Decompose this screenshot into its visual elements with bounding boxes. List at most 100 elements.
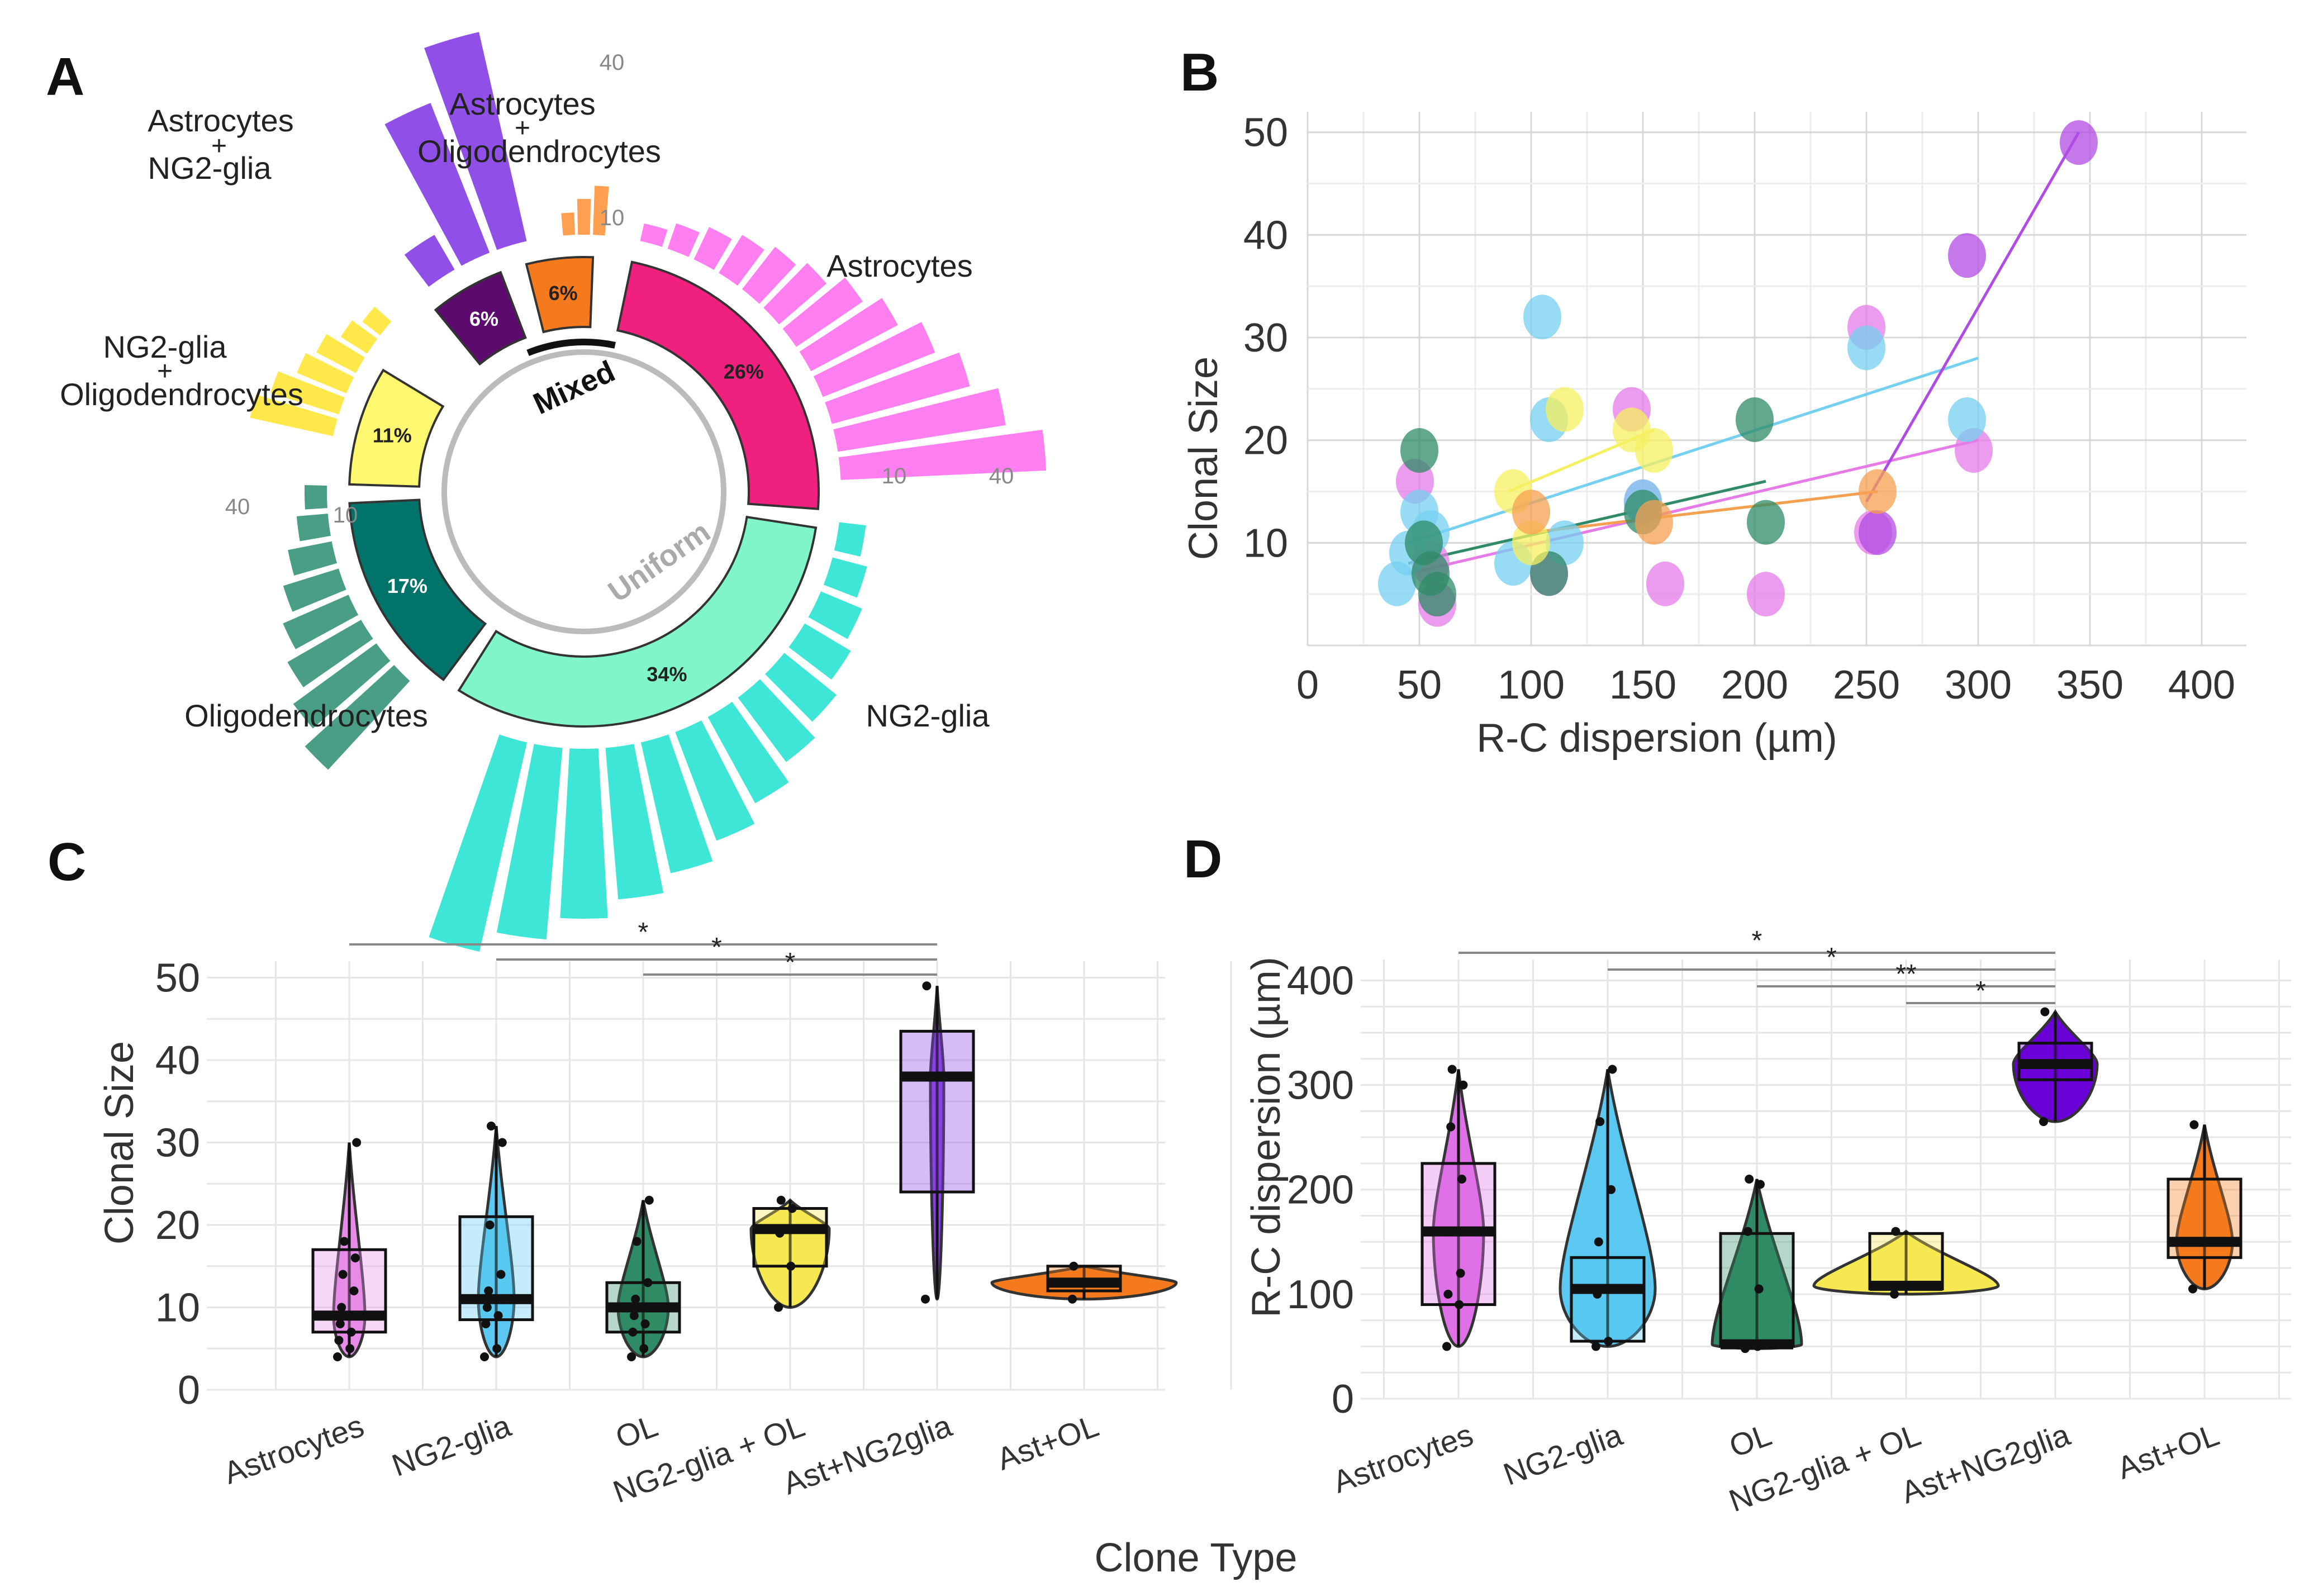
c-point <box>348 1311 357 1320</box>
c-xtick: Astrocytes <box>219 1408 368 1491</box>
a-bar <box>577 199 591 235</box>
a-bar <box>823 557 867 598</box>
a-label-line: + <box>211 131 227 161</box>
a-ring-segment <box>434 270 527 366</box>
c-point <box>640 1319 650 1328</box>
a-bar <box>305 485 327 510</box>
c-point <box>484 1286 493 1295</box>
a-scale-tick: 40 <box>989 464 1014 488</box>
d-point <box>1608 1065 1617 1074</box>
a-label-line: Oligodendrocytes <box>60 377 303 412</box>
d-point <box>2051 1060 2061 1069</box>
d-point <box>1902 1281 1912 1290</box>
c-sig-label: * <box>785 948 796 977</box>
b-xtick: 400 <box>2168 663 2235 707</box>
a-bar <box>283 595 359 649</box>
c-sig-label: * <box>711 933 722 962</box>
a-ring-pct: 17% <box>387 574 427 597</box>
b-xtick: 0 <box>1296 663 1319 707</box>
d-box <box>1868 1232 1944 1290</box>
c-point <box>481 1319 491 1328</box>
a-label-line: + <box>157 357 173 386</box>
c-xtick: OL <box>611 1408 662 1455</box>
c-point <box>487 1122 496 1130</box>
a-bar <box>640 223 668 247</box>
c-point <box>337 1303 346 1312</box>
b-point <box>1512 490 1550 535</box>
a-bar <box>825 352 970 424</box>
b-ytick: 20 <box>1243 419 1288 463</box>
b-point <box>1948 233 1986 278</box>
a-label-line: NG2-glia <box>148 150 272 186</box>
a-bar <box>296 514 331 542</box>
c-point <box>776 1195 786 1205</box>
a-bar <box>305 665 410 770</box>
a-ring-pct: 26% <box>724 360 764 383</box>
b-xlabel: R-C dispersion (µm) <box>1476 716 1837 761</box>
c-point <box>933 1072 943 1081</box>
b-point <box>1859 469 1897 514</box>
d-xtick: Ast+OL <box>2113 1417 2224 1486</box>
c-point <box>775 1228 785 1238</box>
c-point <box>497 1138 507 1147</box>
d-point <box>1754 1284 1764 1294</box>
d-sig-label: * <box>1752 926 1762 956</box>
d-sig-label: * <box>1826 943 1837 972</box>
a-mixed-arc <box>526 339 616 357</box>
d-point <box>1443 1289 1453 1299</box>
b-ylabel: Clonal Size <box>1181 357 1226 560</box>
panel-label-d: D <box>1184 829 1222 889</box>
a-label-line: Astrocytes <box>449 86 595 121</box>
b-xtick: 300 <box>1945 663 2012 707</box>
a-ring-pct: 11% <box>373 424 412 446</box>
c-point <box>1068 1294 1077 1304</box>
d-point <box>2201 1237 2210 1247</box>
a-label-astrocytes: Astrocytes <box>826 248 972 283</box>
a-bar <box>496 744 563 940</box>
c-point <box>482 1303 492 1312</box>
d-point <box>1891 1227 1901 1236</box>
c-point <box>493 1311 503 1320</box>
a-mixed-label: Mixed <box>528 354 620 421</box>
a-ring-segment <box>525 256 595 334</box>
b-point <box>1646 561 1684 606</box>
d-box <box>1570 1256 1646 1343</box>
a-bar <box>287 620 373 687</box>
panel-a-circular-chart: 26% 34% 17% 11% 6% 6% Mixed Uniform Astrocytes … <box>60 32 1047 952</box>
c-point <box>1069 1261 1079 1271</box>
a-scale-tick: 40 <box>225 495 250 519</box>
d-point <box>1605 1284 1614 1294</box>
a-bar <box>429 734 528 952</box>
d-point <box>1442 1342 1451 1351</box>
a-bar <box>834 522 866 557</box>
a-ring-segment <box>348 368 445 488</box>
a-bar <box>788 623 851 680</box>
c-point <box>333 1352 342 1361</box>
a-bar <box>833 388 1006 452</box>
d-point <box>1890 1289 1899 1299</box>
a-ring-pct: 34% <box>647 663 687 686</box>
c-ytick: 50 <box>155 956 200 1001</box>
a-ring-segment <box>616 260 820 510</box>
a-bar <box>561 212 575 236</box>
d-point <box>1458 1080 1468 1090</box>
b-xtick: 100 <box>1498 663 1565 707</box>
c-point <box>1080 1278 1090 1288</box>
b-point <box>2060 120 2098 165</box>
a-ring-segment <box>457 515 818 728</box>
b-point <box>1948 397 1986 442</box>
c-sig-label: * <box>638 918 649 947</box>
d-point <box>1745 1175 1754 1184</box>
d-ytick: 0 <box>1332 1377 1354 1422</box>
a-ring-pct: 6% <box>549 282 578 305</box>
d-point <box>1456 1269 1465 1278</box>
b-xtick: 150 <box>1609 663 1676 707</box>
a-scale-tick: 10 <box>882 464 907 488</box>
c-point <box>492 1344 502 1353</box>
d-point <box>1447 1065 1457 1074</box>
b-xtick: 200 <box>1721 663 1788 707</box>
a-label-line: Oligodendrocytes <box>417 134 661 169</box>
